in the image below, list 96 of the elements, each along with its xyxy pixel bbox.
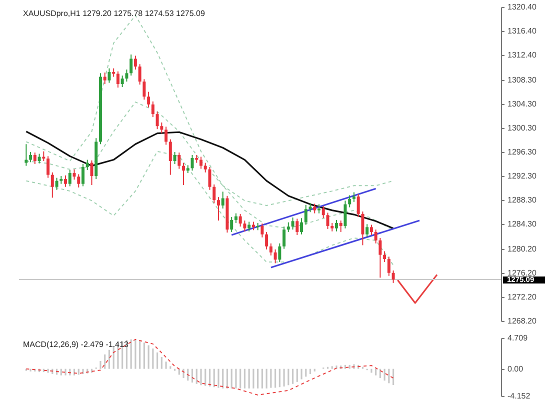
candlestick [348,194,352,208]
candlestick [278,242,282,263]
candlestick [286,222,290,232]
y-tick-label: 1308.30 [508,75,537,84]
candlestick [248,221,251,232]
y-tick-label: 1304.30 [508,99,537,108]
candlestick [387,256,390,276]
y-tick-label: 1280.20 [508,244,537,254]
candlestick [291,217,294,230]
candlestick [46,156,50,178]
y-tick-label: 0.00 [508,364,524,374]
y-tick-label: 1292.30 [508,172,537,181]
candlestick [182,162,186,186]
candlestick [208,166,212,190]
candlestick [90,160,94,186]
candlestick [120,75,124,88]
candlestick [29,151,32,163]
candlestick [356,194,360,218]
candlestick [318,204,320,214]
candlestick [190,154,194,172]
candlestick [33,152,36,164]
candlestick [178,152,181,170]
candlestick [243,220,246,232]
candlestick [374,229,378,244]
candlestick [173,151,176,164]
candlestick [55,177,58,190]
candlestick [168,138,172,176]
candlestick [160,122,164,134]
candlestick [50,172,54,198]
candlestick [130,54,133,76]
candlestick [164,126,168,146]
y-tick-label: 1312.40 [508,50,537,60]
y-tick-label: -4.152 [508,392,531,400]
y-tick-label: 1272.20 [508,292,537,302]
y-tick-label: 1268.20 [508,316,537,326]
candlestick [103,72,106,84]
candlestick [370,224,373,236]
y-tick-label: 1288.30 [508,196,537,205]
candlestick [378,237,382,278]
candlestick [234,212,238,224]
chart-title: XAUUSDpro,H1 1279.20 1275.78 1274.53 1275.09 [23,9,206,18]
candlestick [274,248,277,264]
candlestick [108,68,111,84]
candlestick [151,100,154,118]
candlestick [304,204,308,226]
candlestick [282,226,286,250]
candlestick [383,250,386,263]
candlestick [392,270,395,284]
candlestick [339,220,342,232]
candlestick [86,159,89,171]
candlestick [116,70,120,88]
candlestick [82,164,84,187]
line-series [26,338,394,396]
candlestick [230,216,234,232]
y-tick-label: 1296.30 [508,147,537,156]
candlestick [38,153,41,164]
candlestick [156,111,159,130]
candlestick [260,223,264,238]
y-tick-label: 1284.30 [508,220,537,229]
candlestick [352,192,356,202]
candlestick [212,184,216,204]
candlestick [344,200,347,229]
candlestick [138,64,142,86]
candlestick [68,170,72,187]
candlestick [147,91,150,108]
y-tick-label: 1300.30 [508,123,537,132]
candlestick [300,218,304,235]
candlestick [221,191,224,210]
y-tick-label: 1276.20 [508,268,537,278]
candlestick [296,218,299,236]
candlestick [326,212,330,230]
candlestick [361,211,364,246]
candlestick [308,202,312,213]
candlestick [216,196,220,222]
candlestick [72,168,76,180]
candlestick [24,144,28,166]
candlestick [204,162,207,173]
candlestick [142,78,146,100]
candlestick [265,231,268,250]
y-tick-label: 1316.40 [508,26,537,36]
candlestick [125,69,128,82]
line-series [25,130,394,230]
candlestick [77,174,80,188]
chart-title: MACD(12,26,9) -2.479 -1.413 [23,340,129,349]
y-tick-label: 1320.40 [508,2,537,12]
candlestick [238,213,242,228]
candlestick [322,206,325,219]
candlestick [366,224,369,238]
line-series [26,150,394,266]
y-tick-label: 4.709 [508,334,528,342]
candlestick [269,242,272,256]
candlestick [200,156,202,170]
candlestick [334,219,338,232]
candlestick [64,174,68,188]
candlestick [313,203,316,214]
candlestick [134,55,137,70]
